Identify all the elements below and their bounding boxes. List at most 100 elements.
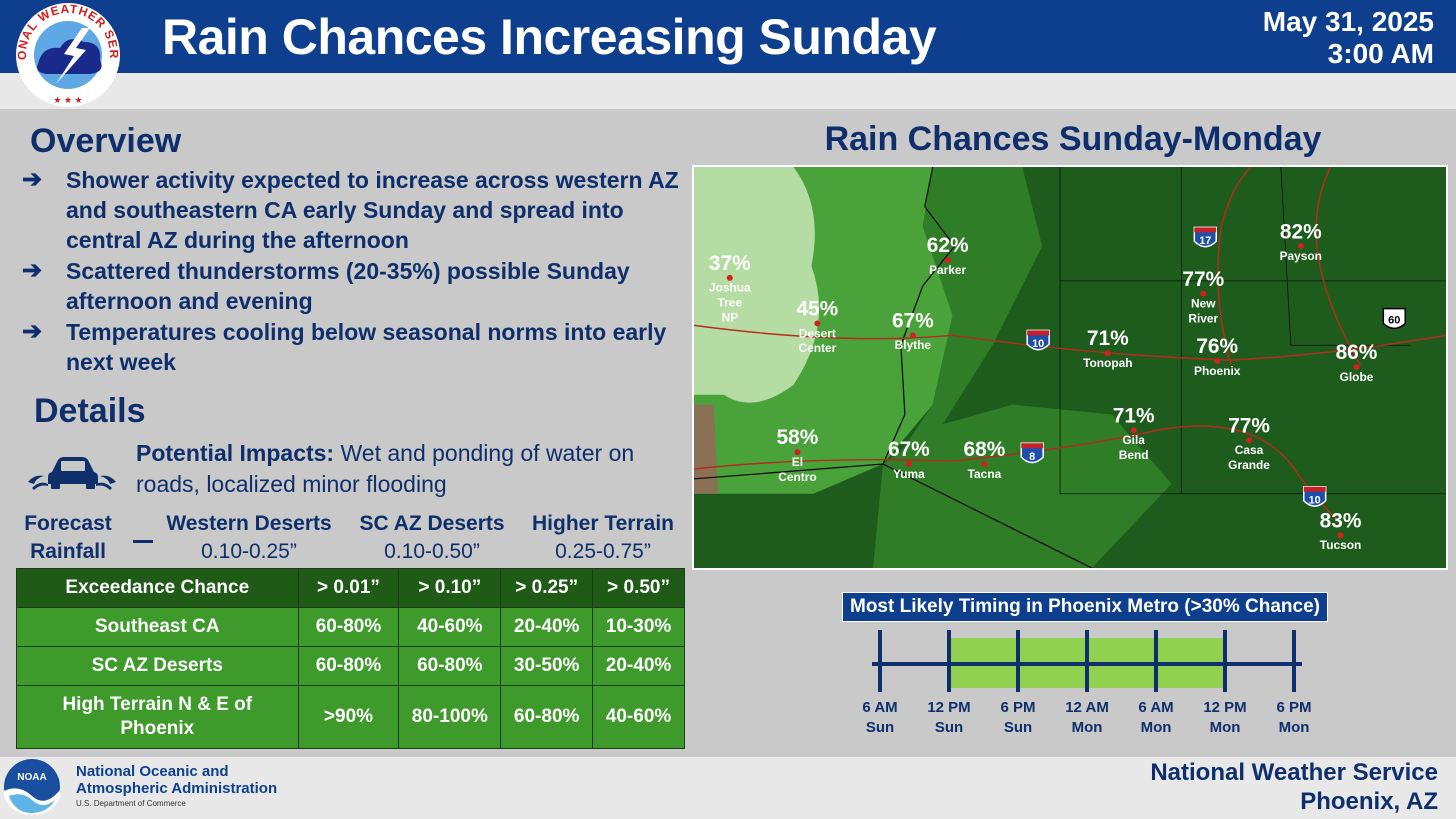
rainfall-amount: 0.10-0.25” <box>201 540 297 563</box>
timing-timeline <box>872 630 1302 692</box>
map-county-line <box>1280 167 1411 346</box>
impacts-text: Wet and ponding of water on roads, local… <box>136 440 635 497</box>
table-header-row: Exceedance Chance > 0.01” > 0.10” > 0.25… <box>16 568 685 608</box>
overview-bullet: ➔ Shower activity expected to increase a… <box>22 165 682 255</box>
rainfall-western-deserts: Western Deserts 0.10-0.25” <box>154 510 344 566</box>
city-rain-chance: 83% <box>1320 509 1362 532</box>
city-name: Gila <box>1122 433 1145 447</box>
interstate-shield-icon: 10 <box>1303 486 1327 507</box>
timeline-label-time: 12 AM <box>1065 699 1109 716</box>
arrow-right-icon: ➔ <box>22 257 43 284</box>
city-rain-chance: 67% <box>892 309 934 332</box>
overview-bullet: ➔ Temperatures cooling below seasonal no… <box>22 317 682 377</box>
timeline-label: 12 PM Mon <box>1195 698 1255 738</box>
timeline-label-day: Sun <box>865 719 895 736</box>
timeline-label-day: Mon <box>1278 719 1310 736</box>
city-name: Bend <box>1119 448 1149 462</box>
map-city: 67% Blythe <box>892 309 934 352</box>
rainfall-sc-az-deserts: SC AZ Deserts 0.10-0.50” <box>346 510 518 566</box>
header-strip <box>0 73 1456 109</box>
overview-bullets: ➔ Shower activity expected to increase a… <box>22 165 682 378</box>
city-dot <box>1297 243 1304 250</box>
city-name: Centro <box>778 470 816 484</box>
exceedance-table: Exceedance Chance > 0.01” > 0.10” > 0.25… <box>16 568 685 749</box>
map-city: 82% Payson <box>1280 220 1322 263</box>
map-zone-midtrans <box>892 167 1043 465</box>
details-heading: Details <box>34 392 146 430</box>
table-cell: 60-80% <box>398 646 502 686</box>
map-road-i10 <box>694 324 1446 361</box>
issue-date: May 31, 2025 <box>1262 6 1434 37</box>
city-dot <box>1104 350 1111 357</box>
city-dot <box>1246 437 1253 444</box>
timing-title: Most Likely Timing in Phoenix Metro (>30… <box>842 592 1328 622</box>
noaa-name-line2: Atmospheric Administration <box>76 780 278 797</box>
city-name: Joshua <box>709 281 751 295</box>
impacts-label: Potential Impacts: <box>136 440 335 466</box>
interstate-shield-icon: 10 <box>1026 329 1050 351</box>
city-rain-chance: 82% <box>1280 220 1322 243</box>
table-cell: >90% <box>297 685 400 749</box>
forecast-label-line2: Rainfall <box>30 540 106 563</box>
table-row: High Terrain N & E of Phoenix >90% 80-10… <box>16 685 685 749</box>
city-dot <box>814 320 821 327</box>
city-rain-chance: 58% <box>777 426 819 449</box>
city-dot <box>909 332 916 339</box>
city-rain-chance: 62% <box>927 234 969 257</box>
timeline-label-time: 12 PM <box>927 699 971 716</box>
nws-office: National Weather Service Phoenix, AZ <box>1150 758 1438 816</box>
table-cell: 10-30% <box>592 607 685 647</box>
forecast-dash <box>133 540 153 543</box>
map-road-i8 <box>694 425 1342 524</box>
bullet-text: Shower activity expected to increase acr… <box>66 167 679 253</box>
map-shield-layer: 17 10 60 8 10 <box>1020 226 1406 507</box>
city-rain-chance: 71% <box>1113 404 1155 427</box>
noaa-logo-icon: NOAA <box>4 759 60 815</box>
map-country-border <box>694 463 1093 568</box>
svg-text:10: 10 <box>1309 495 1321 507</box>
map-title: Rain Chances Sunday-Monday <box>824 120 1322 158</box>
nws-office-line2: Phoenix, AZ <box>1300 788 1438 815</box>
city-dot <box>905 461 912 468</box>
map-road-hwy <box>1315 167 1362 366</box>
svg-text:8: 8 <box>1029 451 1035 463</box>
map-city: 76% Phoenix <box>1194 335 1241 378</box>
rainfall-region-name: Higher Terrain <box>532 512 674 535</box>
city-rain-chance: 76% <box>1196 335 1238 358</box>
city-name: El <box>792 455 803 469</box>
nws-logo-icon: NATIONAL WEATHER SERVICE ★ ★ ★ <box>12 2 120 107</box>
timeline-label-time: 6 AM <box>1138 699 1174 716</box>
table-header-cell: > 0.50” <box>592 568 685 608</box>
map-city: 62% Parker <box>927 234 969 277</box>
forecast-rainfall-label: Forecast Rainfall <box>16 510 120 566</box>
map-city: 86% Globe <box>1336 341 1378 384</box>
rainfall-amount: 0.25-0.75” <box>555 540 651 563</box>
nws-office-line1: National Weather Service <box>1150 759 1438 786</box>
city-name: Grande <box>1228 458 1270 472</box>
bullet-text: Temperatures cooling below seasonal norm… <box>66 319 667 375</box>
us-highway-shield-icon: 60 <box>1382 307 1406 330</box>
rainfall-region-name: SC AZ Deserts <box>359 512 505 535</box>
bullet-text: Scattered thunderstorms (20-35%) possibl… <box>66 258 630 314</box>
city-name: Tonopah <box>1083 356 1132 370</box>
city-dot <box>1337 532 1344 539</box>
table-cell: 80-100% <box>398 685 502 749</box>
noaa-name-line1: National Oceanic and <box>76 763 229 780</box>
interstate-shield-icon: 17 <box>1193 226 1217 248</box>
city-name: Payson <box>1280 249 1322 263</box>
map-zone-south <box>873 404 1172 568</box>
table-header-cell: > 0.10” <box>398 568 502 608</box>
city-rain-chance: 45% <box>796 298 838 321</box>
table-header-cell: > 0.25” <box>500 568 594 608</box>
city-rain-chance: 67% <box>888 438 930 461</box>
table-row-label: High Terrain N & E of Phoenix <box>16 685 299 749</box>
header-bar <box>0 0 1456 73</box>
table-cell: 20-40% <box>500 607 594 647</box>
map-terrain-edge <box>694 404 718 494</box>
city-rain-chance: 77% <box>1228 414 1270 437</box>
